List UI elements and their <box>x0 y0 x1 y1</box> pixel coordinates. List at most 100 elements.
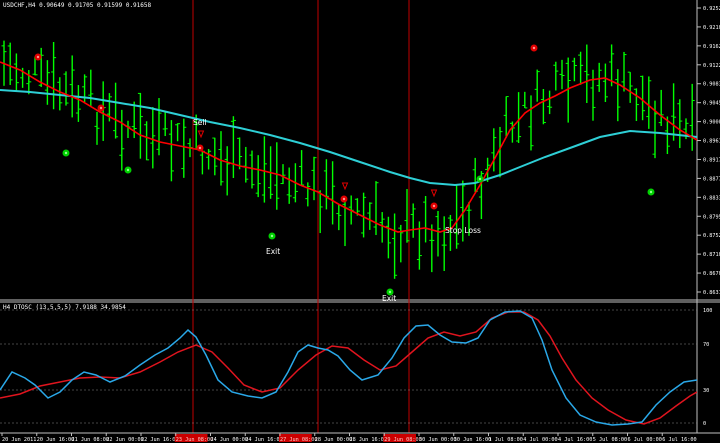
price-bar <box>286 167 292 204</box>
price-bar <box>181 118 187 178</box>
price-bar <box>615 69 621 122</box>
sell-signal-dot <box>430 202 438 210</box>
sell-label: Sell <box>193 118 207 127</box>
price-bar <box>596 62 602 92</box>
level-label: 100 <box>703 308 712 314</box>
price-axis: 0.92520 0.92100 0.91625 0.91220 0.90830 0.904… <box>697 6 720 296</box>
symbol-info: USDCHF,H4 0.90649 0.91705 0.91599 0.9165… <box>3 2 151 9</box>
price-bar <box>689 83 695 151</box>
price-bar <box>237 137 243 170</box>
time-label: 21 Jun 08:00 <box>72 437 109 443</box>
price-bar <box>243 146 249 183</box>
price-bar <box>621 51 627 92</box>
price-bar <box>447 214 453 251</box>
sell-arrow-icon <box>341 182 349 191</box>
exit-dot-inner <box>126 168 130 172</box>
price-bar <box>590 69 596 121</box>
oscillator-lines <box>0 310 697 426</box>
time-label: 28 Jun 16:00 <box>350 437 387 443</box>
price-bar <box>156 98 162 156</box>
price-bar <box>206 149 212 170</box>
level-label: 0 <box>703 421 706 427</box>
time-label: 24 Jun 16:00 <box>245 437 282 443</box>
sell-signal-dot <box>530 44 538 52</box>
price-bar <box>26 70 32 95</box>
price-bar <box>627 71 633 103</box>
price-bar <box>280 164 286 185</box>
price-bar <box>435 210 441 257</box>
exit-label-2: Exit <box>382 294 397 303</box>
time-label: 4 Jul 00:00 <box>523 437 557 443</box>
price-label: 0.89610 <box>703 139 720 145</box>
price-label: 0.87525 <box>703 233 720 239</box>
price-bar <box>175 123 181 142</box>
price-bar <box>602 63 608 103</box>
price-bar <box>528 95 534 151</box>
price-bar <box>540 88 546 125</box>
price-bar <box>44 60 50 105</box>
time-label: 23 Jun 08:00 <box>176 437 213 443</box>
price-label: 0.92520 <box>703 6 720 12</box>
price-bar <box>7 42 13 85</box>
price-bar <box>150 107 156 169</box>
sell-signal-dot <box>97 104 105 112</box>
symbol-label: USDCHF,H4 <box>3 2 36 9</box>
price-bar <box>113 82 119 139</box>
sell-dot-inner <box>532 46 536 50</box>
price-bar <box>125 120 131 139</box>
price-bar <box>633 88 639 121</box>
indicator-info: H4 DTOSC (13,5,5,5) 7.9188 34.9854 <box>3 304 126 311</box>
price-bar <box>361 192 367 238</box>
price-bar <box>199 150 205 175</box>
time-label-highlight <box>383 434 416 442</box>
price-bars <box>1 40 695 279</box>
sell-dot-inner <box>342 197 346 201</box>
price-bar <box>137 92 143 159</box>
sell-dot-inner <box>432 204 436 208</box>
price-bar <box>336 204 342 231</box>
price-bar <box>466 201 472 236</box>
price-label: 0.86700 <box>703 271 720 277</box>
exit-dot-inner <box>270 234 274 238</box>
price-label: 0.90005 <box>703 120 720 126</box>
price-bar <box>559 59 565 90</box>
price-bar <box>218 131 224 186</box>
price-label: 0.92100 <box>703 25 720 31</box>
price-bar <box>547 90 553 115</box>
exit-signal-dot <box>386 288 394 296</box>
sell-signal-dot <box>340 195 348 203</box>
price-label: 0.88330 <box>703 195 720 201</box>
price-bar <box>32 56 38 76</box>
exit-dot-inner <box>64 151 68 155</box>
price-bar <box>354 198 360 216</box>
ohlc-values: 0.90649 0.91705 0.91599 0.91658 <box>39 2 152 9</box>
price-label: 0.90450 <box>703 101 720 107</box>
sell-arrow-icon <box>197 130 205 139</box>
exit-signal-dot <box>62 149 70 157</box>
price-bar <box>658 89 664 127</box>
oscillator-panel[interactable] <box>0 309 697 424</box>
price-bar <box>664 116 670 155</box>
exit-dot-inner <box>478 177 482 181</box>
price-bar <box>410 203 416 238</box>
price-bar <box>162 112 168 137</box>
time-label-highlight <box>279 434 312 442</box>
price-bar <box>311 156 317 201</box>
price-bar <box>144 121 150 161</box>
price-bar <box>609 44 615 87</box>
price-bar <box>13 53 19 91</box>
price-bar <box>119 109 125 171</box>
time-label: 22 Jun 16:00 <box>141 437 178 443</box>
price-label: 0.90830 <box>703 82 720 88</box>
price-bar <box>429 224 435 273</box>
price-bar <box>392 213 398 279</box>
price-bar <box>472 157 478 193</box>
stop-loss-label: Stop Loss <box>445 226 481 235</box>
price-bar <box>63 71 69 106</box>
level-label: 70 <box>703 342 709 348</box>
price-bar <box>299 150 305 186</box>
oscillator-slow-line <box>0 311 697 425</box>
oscillator-axis: 100 70 30 0 <box>703 308 712 427</box>
